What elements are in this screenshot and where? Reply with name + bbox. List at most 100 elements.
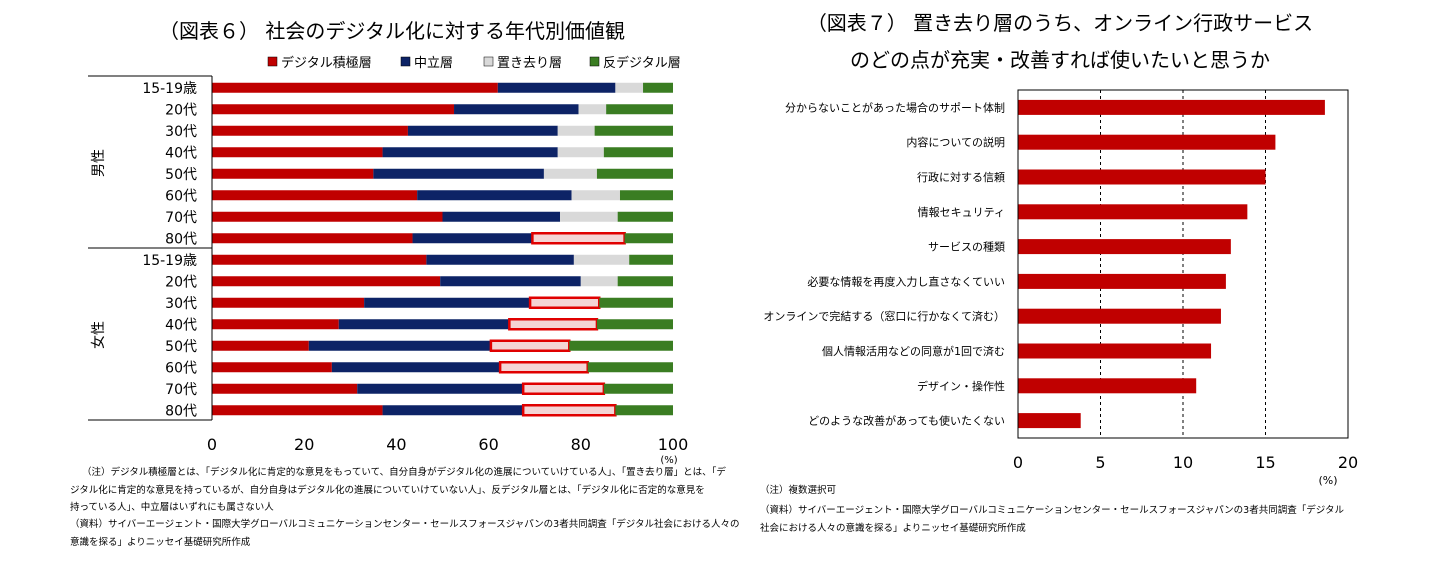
left-notes: （注）デジタル積極層とは、「デジタル化に肯定的な意見をもっていて、自分自身がデジ…: [70, 466, 740, 548]
left-x-ticks: 0 20 40 60 80 100: [207, 435, 688, 454]
category-label: デザイン・操作性: [917, 379, 1005, 393]
bar-segment: [338, 319, 510, 330]
bar-segment: [212, 233, 413, 244]
bar-segment: [624, 233, 673, 244]
category-label: 50代: [165, 167, 197, 183]
left-x-unit: (%): [660, 455, 677, 466]
right-chart: （図表７） 置き去り層のうち、オンライン行政サービス のどの点が充実・改善すれば…: [760, 11, 1358, 534]
group-label-female: 女性: [90, 321, 107, 349]
legend-swatch-left-behind: [483, 56, 494, 67]
left-bars: [212, 82, 673, 417]
bar-segment: [212, 168, 374, 179]
x-tick-label: 20: [294, 435, 314, 454]
x-tick-label: 80: [571, 435, 591, 454]
bar-segment: [212, 319, 339, 330]
bar-segment: [440, 276, 581, 287]
bar-segment: [212, 104, 455, 115]
bar-segment: [331, 362, 501, 373]
bar-segment: [212, 362, 332, 373]
bar-segment: [560, 211, 618, 222]
bar-segment: [412, 233, 533, 244]
bar-segment: [543, 168, 597, 179]
bar-segment: [212, 383, 358, 394]
bar-segment: [603, 147, 673, 158]
legend-label-anti-digital: 反デジタル層: [603, 55, 681, 71]
bar-segment: [498, 361, 589, 374]
right-source-line: 社会における人々の意識を探る」よりニッセイ基礎研究所作成: [760, 522, 1026, 534]
right-note-line: （注）複数選択可: [760, 484, 836, 496]
right-chart-title-line1: （図表７） 置き去り層のうち、オンライン行政サービス: [807, 11, 1313, 35]
x-tick-label: 5: [1095, 453, 1105, 472]
bar-segment: [629, 254, 673, 265]
right-notes: （注）複数選択可 （資料）サイバーエージェント・国際大学グローバルコミュニケーシ…: [760, 484, 1345, 534]
bar-segment: [212, 82, 498, 93]
bar-segment: [531, 232, 626, 245]
bar-segment: [417, 190, 572, 201]
bar: [1018, 99, 1325, 115]
category-label: 60代: [165, 360, 197, 376]
group-label-male: 男性: [91, 149, 107, 177]
category-label: 50代: [165, 339, 197, 355]
left-chart-title: （図表６） 社会のデジタル化に対する年代別価値観: [159, 19, 625, 43]
bar-segment: [454, 104, 579, 115]
right-chart-title-line2: のどの点が充実・改善すれば使いたいと思うか: [850, 48, 1270, 72]
bar-segment: [407, 125, 558, 136]
bar-segment: [580, 276, 618, 287]
right-category-labels: 分からないことがあった場合のサポート体制内容についての説明行政に対する信頼情報セ…: [763, 100, 1005, 427]
bar-segment: [594, 125, 673, 136]
category-label: 30代: [165, 124, 197, 140]
bar-segment: [212, 254, 427, 265]
bar-segment: [615, 82, 644, 93]
x-tick-label: 10: [1173, 453, 1193, 472]
bar-segment: [599, 297, 673, 308]
x-tick-label: 15: [1255, 453, 1275, 472]
bar-segment: [573, 254, 630, 265]
bar: [1018, 343, 1212, 359]
bar: [1018, 204, 1248, 220]
category-label: 個人情報活用などの同意が1回で済む: [822, 344, 1005, 358]
right-plot-frame: [1017, 89, 1349, 439]
bar: [1018, 134, 1276, 150]
bar-segment: [212, 276, 441, 287]
bar-segment: [212, 125, 408, 136]
legend-swatch-anti-digital: [589, 56, 600, 67]
bar-segment: [571, 190, 620, 201]
bar-segment: [308, 340, 491, 351]
bar-segment: [521, 382, 606, 395]
bar-segment: [373, 168, 544, 179]
left-legend: デジタル積極層 中立層 置き去り層 反デジタル層: [267, 55, 681, 71]
category-label: 40代: [165, 145, 197, 161]
category-label: 15-19歳: [142, 81, 197, 97]
bar-segment: [212, 340, 309, 351]
bar-segment: [603, 383, 673, 394]
bar-segment: [442, 211, 561, 222]
category-label: 必要な情報を再度入力し直さなくていい: [807, 274, 1005, 288]
bar-segment: [212, 190, 418, 201]
category-label: オンラインで完結する（窓口に行かなくて済む）: [763, 309, 1005, 323]
category-label: 行政に対する信頼: [917, 170, 1005, 184]
bar-segment: [212, 147, 383, 158]
right-x-ticks: 0 5 10 15 20: [1013, 453, 1358, 472]
category-label: 70代: [165, 210, 197, 226]
category-label: 15-19歳: [142, 253, 197, 269]
category-label: 80代: [165, 231, 197, 247]
left-source-line: （資料）サイバーエージェント・国際大学グローバルコミュニケーションセンター・セー…: [70, 518, 740, 530]
bar-segment: [643, 82, 673, 93]
category-label: 分からないことがあった場合のサポート体制: [785, 100, 1005, 114]
bar: [1018, 239, 1231, 255]
legend-label-digital-active: デジタル積極層: [281, 55, 372, 71]
bar-segment: [212, 297, 365, 308]
category-label: 40代: [165, 317, 197, 333]
bar-segment: [596, 319, 673, 330]
bar-segment: [426, 254, 574, 265]
x-tick-label: 0: [1013, 453, 1023, 472]
bar-segment: [382, 147, 558, 158]
category-label: サービスの種類: [928, 240, 1005, 254]
x-tick-label: 0: [207, 435, 217, 454]
bar-segment: [521, 404, 617, 417]
category-label: 内容についての説明: [906, 135, 1005, 149]
category-label: 60代: [165, 188, 197, 204]
left-note-line: （注）デジタル積極層とは、「デジタル化に肯定的な意見をもっていて、自分自身がデジ…: [82, 466, 726, 478]
category-label: 情報セキュリティ: [918, 206, 1005, 219]
bar: [1018, 169, 1266, 185]
